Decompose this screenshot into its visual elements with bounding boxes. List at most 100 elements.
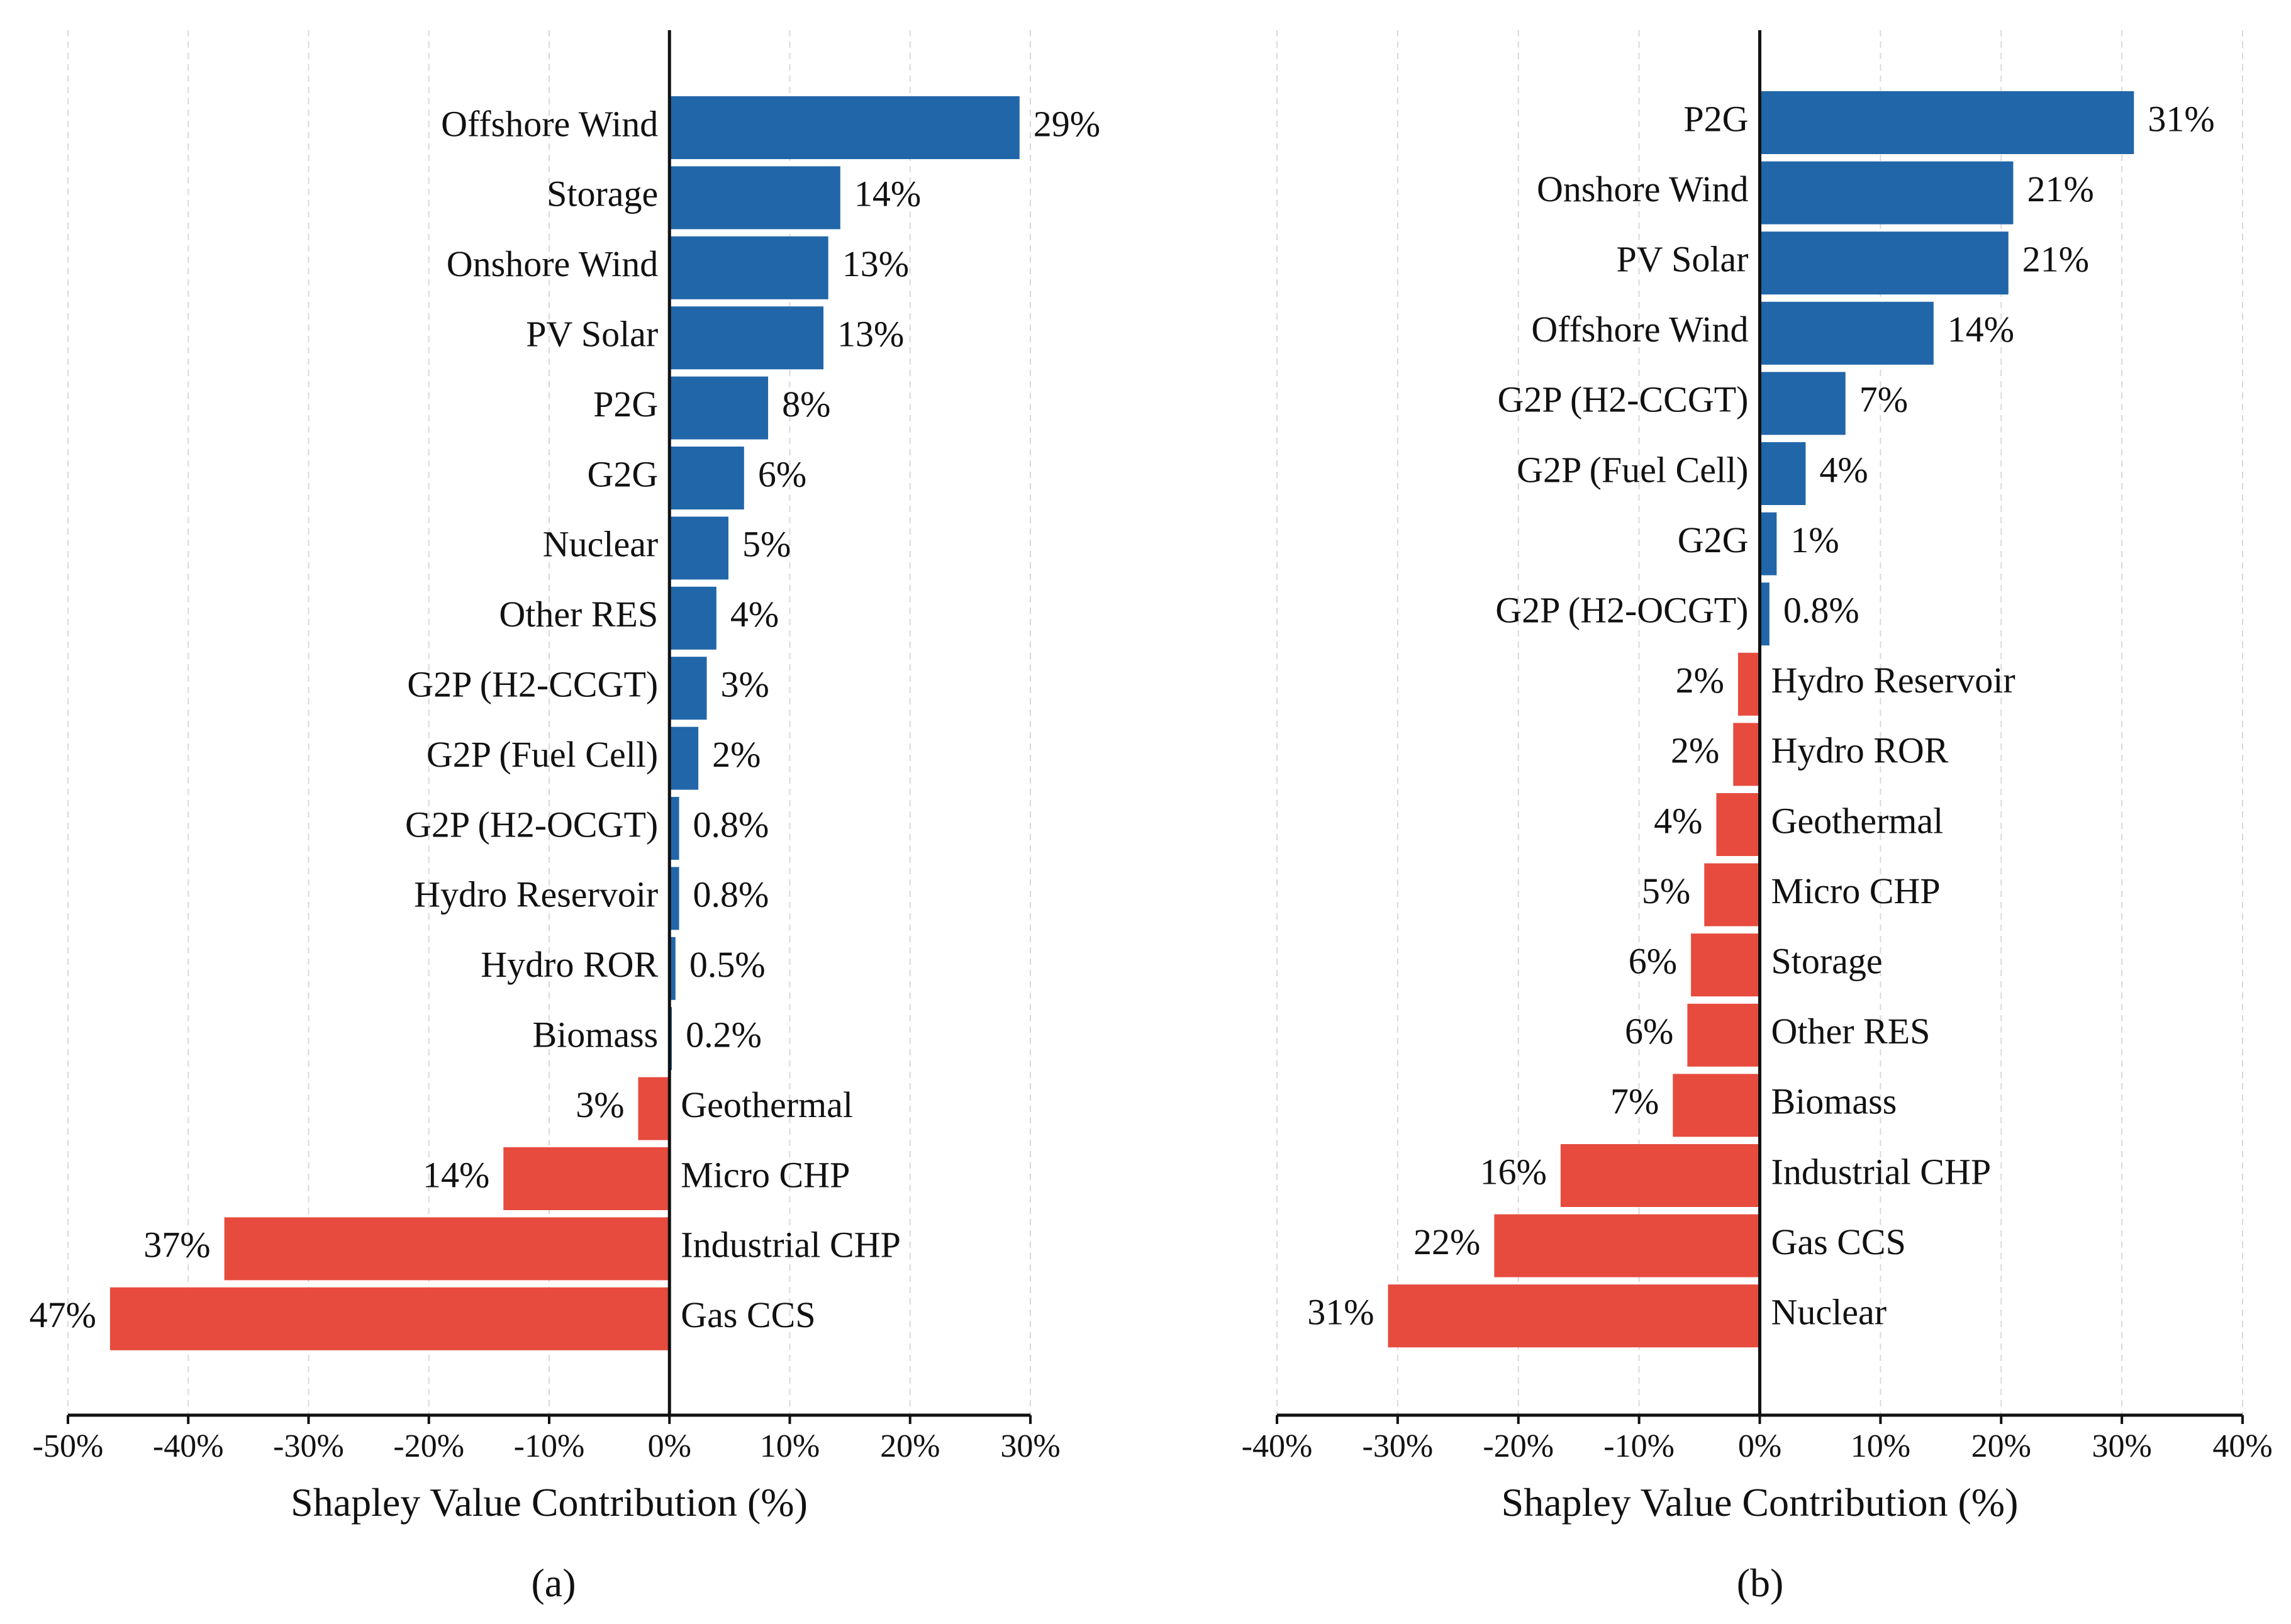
bar — [1704, 863, 1760, 926]
category-label: Hydro Reservoir — [414, 874, 658, 915]
data-label: 31% — [1307, 1292, 1374, 1333]
category-label: G2P (H2-OCGT) — [405, 804, 658, 845]
bar — [1759, 161, 2014, 225]
data-label: 0.8% — [693, 874, 769, 915]
data-label: 7% — [1859, 379, 1908, 420]
x-axis-label: Shapley Value Contribution (%) — [291, 1480, 808, 1525]
bar — [669, 376, 769, 440]
data-label: 0.8% — [1783, 590, 1859, 631]
data-label: 14% — [423, 1154, 489, 1195]
category-label: Gas CCS — [681, 1294, 815, 1335]
category-label: G2P (Fuel Cell) — [1517, 449, 1748, 490]
category-label: G2P (Fuel Cell) — [426, 734, 658, 775]
data-label: 7% — [1610, 1081, 1659, 1122]
x-tick-label: 20% — [1971, 1428, 2031, 1464]
data-label: 16% — [1480, 1151, 1547, 1192]
bar — [1388, 1284, 1760, 1348]
category-label: P2G — [593, 384, 658, 425]
bar — [1687, 1003, 1760, 1067]
category-label: Nuclear — [1771, 1292, 1887, 1333]
x-tick-label: -10% — [1603, 1428, 1675, 1464]
data-label: 31% — [2148, 98, 2214, 139]
data-label: 13% — [842, 243, 909, 284]
data-label: 4% — [1819, 449, 1868, 490]
category-label: Hydro ROR — [1771, 730, 1949, 771]
bar — [669, 516, 728, 580]
x-tick-label: 0% — [1738, 1428, 1781, 1464]
bar — [109, 1287, 670, 1350]
data-label: 3% — [721, 664, 769, 705]
data-label: 3% — [576, 1084, 624, 1125]
category-label: G2G — [1678, 520, 1749, 560]
x-tick-label: 30% — [1000, 1428, 1060, 1464]
category-label: Industrial CHP — [681, 1225, 901, 1265]
category-label: Industrial CHP — [1771, 1151, 1992, 1192]
bar — [1673, 1074, 1760, 1137]
bar — [1560, 1144, 1760, 1207]
panel-label: (a) — [531, 1560, 576, 1605]
category-label: G2G — [587, 453, 658, 494]
data-label: 14% — [854, 174, 921, 214]
data-label: 21% — [2022, 239, 2089, 280]
data-label: 6% — [1629, 941, 1677, 982]
category-label: PV Solar — [526, 314, 658, 355]
x-tick-label: -10% — [514, 1428, 585, 1464]
x-tick-label: 10% — [1851, 1428, 1910, 1464]
data-label: 13% — [837, 314, 904, 355]
category-label: Offshore Wind — [1531, 309, 1748, 350]
category-label: Gas CCS — [1771, 1221, 1906, 1262]
data-label: 8% — [782, 384, 830, 425]
bar — [669, 447, 744, 509]
data-label: 0.8% — [693, 804, 769, 845]
category-label: Geothermal — [681, 1084, 853, 1125]
bar — [669, 166, 840, 230]
bar — [669, 797, 679, 860]
category-label: Onshore Wind — [447, 243, 659, 284]
panel-label: (b) — [1737, 1560, 1784, 1605]
data-label: 29% — [1034, 103, 1100, 144]
bar — [669, 937, 676, 1000]
bar — [669, 586, 716, 650]
category-label: Onshore Wind — [1537, 169, 1749, 209]
bar — [1759, 91, 2134, 154]
category-label: G2P (H2-CCGT) — [407, 664, 658, 705]
category-label: Storage — [547, 174, 658, 214]
category-label: Geothermal — [1771, 800, 1944, 841]
data-label: 5% — [1642, 870, 1690, 911]
x-tick-label: -20% — [1483, 1428, 1554, 1464]
data-label: 37% — [143, 1225, 210, 1265]
bar — [669, 867, 679, 930]
bar — [669, 306, 824, 370]
category-label: Nuclear — [543, 524, 659, 565]
data-label: 21% — [2027, 169, 2093, 209]
bar — [1759, 512, 1777, 576]
data-label: 1% — [1790, 520, 1839, 560]
category-label: PV Solar — [1616, 239, 1748, 280]
bar — [1733, 723, 1760, 786]
category-label: Other RES — [499, 594, 658, 635]
data-label: 2% — [1671, 730, 1719, 771]
category-label: P2G — [1683, 98, 1748, 139]
data-label: 0.2% — [686, 1015, 762, 1055]
category-label: Micro CHP — [681, 1154, 850, 1195]
bar — [1759, 442, 1806, 505]
x-tick-label: 10% — [760, 1428, 820, 1464]
bar — [503, 1147, 670, 1210]
data-label: 6% — [758, 453, 806, 494]
category-label: Biomass — [532, 1015, 658, 1055]
x-tick-label: 20% — [880, 1428, 940, 1464]
x-tick-label: -50% — [33, 1428, 104, 1464]
x-tick-label: 30% — [2092, 1428, 2151, 1464]
x-axis-label: Shapley Value Contribution (%) — [1502, 1480, 2019, 1525]
category-label: G2P (H2-OCGT) — [1495, 590, 1748, 631]
x-tick-label: 0% — [648, 1428, 691, 1464]
data-label: 5% — [742, 524, 791, 565]
bar — [638, 1077, 670, 1140]
category-label: G2P (H2-CCGT) — [1497, 379, 1748, 420]
bar — [1759, 582, 1770, 646]
bar — [1691, 933, 1760, 997]
data-label: 2% — [712, 734, 761, 775]
x-tick-label: -20% — [393, 1428, 464, 1464]
x-tick-label: 40% — [2212, 1428, 2272, 1464]
